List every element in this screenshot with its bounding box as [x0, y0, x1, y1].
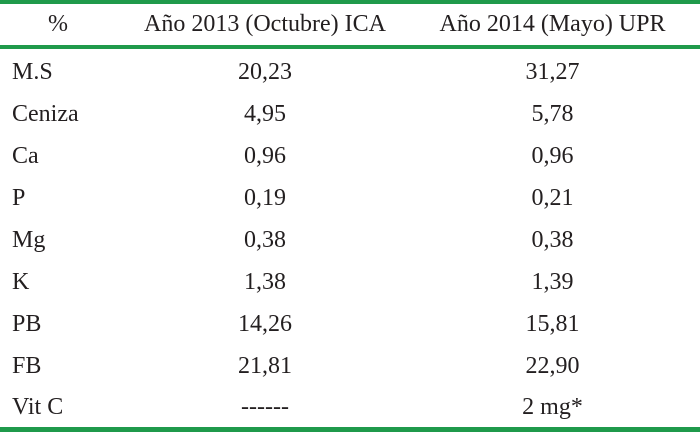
row-value-2014: 15,81 [525, 311, 580, 337]
row-value-2013: 4,95 [244, 101, 286, 127]
row-value-2013: 14,26 [238, 311, 292, 337]
row-value-2014: 5,78 [531, 101, 574, 127]
row-value-2014: 2 mg* [522, 394, 583, 420]
header-2014: Año 2014 (Mayo) UPR [439, 11, 666, 37]
row-value-2013: ------ [241, 394, 289, 420]
row-value-2013: 0,38 [244, 227, 286, 253]
table-top-rule [0, 0, 700, 4]
table-header-rule [0, 45, 700, 49]
row-value-2014: 31,27 [525, 59, 580, 85]
table-row: PB 14,26 15,81 [0, 303, 700, 345]
row-value-2013: 0,19 [244, 185, 286, 211]
table-row: P 0,19 0,21 [0, 177, 700, 219]
row-value-2014: 0,96 [531, 143, 574, 169]
table-row: K 1,38 1,39 [0, 261, 700, 303]
table-row: Vit C ------ 2 mg* [0, 386, 700, 428]
table-row: Mg 0,38 0,38 [0, 219, 700, 261]
row-value-2013: 21,81 [238, 353, 292, 379]
row-label: Ceniza [12, 101, 79, 127]
row-value-2013: 20,23 [238, 59, 292, 85]
header-2013: Año 2013 (Octubre) ICA [144, 11, 386, 37]
row-value-2014: 1,39 [531, 269, 574, 295]
row-value-2013: 1,38 [244, 269, 286, 295]
table-row: Ceniza 4,95 5,78 [0, 93, 700, 135]
row-label: Mg [12, 227, 46, 253]
table-bottom-rule [0, 427, 700, 432]
row-label: PB [12, 311, 42, 337]
row-value-2013: 0,96 [244, 143, 286, 169]
row-value-2014: 0,38 [531, 227, 574, 253]
row-label: Vit C [12, 394, 64, 420]
table-row: M.S 20,23 31,27 [0, 51, 700, 93]
table-row: Ca 0,96 0,96 [0, 135, 700, 177]
table-header-row: % Año 2013 (Octubre) ICA Año 2014 (Mayo)… [0, 4, 700, 45]
row-label: FB [12, 353, 42, 379]
table-row: FB 21,81 22,90 [0, 345, 700, 387]
row-value-2014: 0,21 [531, 185, 574, 211]
row-value-2014: 22,90 [525, 353, 580, 379]
row-label: Ca [12, 143, 39, 169]
row-label: P [12, 185, 26, 211]
header-percent: % [48, 11, 68, 37]
row-label: K [12, 269, 30, 295]
row-label: M.S [12, 59, 53, 85]
